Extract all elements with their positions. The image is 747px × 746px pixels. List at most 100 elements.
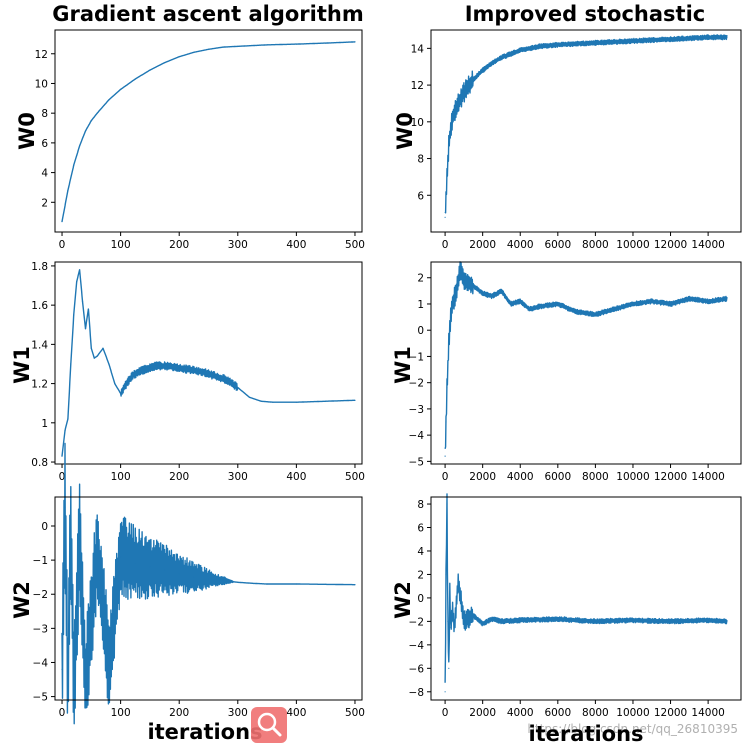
data-point	[594, 313, 597, 316]
data-point	[190, 369, 192, 371]
data-point	[354, 399, 356, 401]
x-tick-label: 14000	[691, 707, 724, 719]
data-point	[193, 576, 195, 578]
data-point	[84, 130, 87, 132]
data-point	[93, 357, 95, 359]
y-tick-label: −5	[33, 692, 48, 704]
x-tick-label: 0	[59, 707, 66, 719]
data-point	[707, 300, 709, 302]
x-tick-label: 200	[169, 471, 189, 483]
search-magnifier-icon	[257, 712, 282, 737]
panel-stochastic-w2: W20 2000 4000 6000 8000 10000 12000 14000−8−6−4…	[391, 493, 742, 719]
data-point	[96, 549, 98, 551]
x-tick-label: 200	[169, 239, 189, 251]
data-point	[295, 43, 297, 45]
data-point	[463, 279, 465, 281]
data-point	[222, 46, 224, 48]
data-point	[459, 99, 461, 101]
data-point	[134, 562, 136, 565]
data-point	[81, 300, 84, 302]
y-tick-label: −1	[409, 351, 424, 363]
y-tick-label: −3	[33, 623, 48, 635]
data-point	[594, 620, 597, 623]
plot-frame	[430, 261, 742, 465]
data-point	[96, 112, 98, 114]
data-point	[557, 44, 559, 46]
data-point	[446, 387, 448, 389]
y-tick-label: −4	[409, 640, 425, 652]
data-point	[207, 48, 210, 50]
left-x-axis-label: iterations	[147, 720, 262, 744]
data-point	[266, 44, 268, 46]
y-tick-label: 10	[411, 117, 424, 129]
data-point	[448, 342, 450, 344]
data-point	[463, 620, 465, 623]
y-tick-label: 4	[417, 546, 424, 558]
data-point	[84, 328, 87, 330]
data-point	[519, 619, 521, 621]
data-point	[452, 303, 454, 305]
x-tick-label: 12000	[654, 239, 687, 251]
data-point	[137, 371, 139, 373]
data-point	[707, 36, 709, 38]
data-point	[500, 56, 503, 59]
data-point	[108, 665, 110, 667]
left-column-title: Gradient ascent algorithm	[52, 2, 363, 26]
y-axis-label: W2	[391, 581, 415, 619]
y-tick-label: 2	[41, 197, 48, 209]
x-tick-label: 2000	[469, 239, 496, 251]
x-tick-label: 12000	[654, 471, 687, 483]
x-tick-label: 200	[169, 707, 189, 719]
data-point	[213, 375, 215, 377]
data-point	[79, 539, 81, 541]
y-tick-label: 1.6	[31, 300, 48, 312]
y-tick-label: −2	[409, 616, 424, 628]
x-tick-label: 4000	[507, 239, 534, 251]
x-tick-label: 4000	[507, 471, 534, 483]
plot-frame	[430, 29, 742, 233]
data-point	[447, 620, 449, 623]
data-point	[325, 583, 327, 585]
data-point	[134, 78, 136, 80]
data-point	[260, 400, 262, 402]
search-badge[interactable]	[251, 707, 287, 743]
data-point	[90, 347, 92, 349]
y-tick-label: 6	[417, 523, 424, 535]
panel-gradient-w2: W2 0 100 200 300 400 500 −5 −4 −3 −2 −1 0	[10, 442, 365, 725]
data-point	[472, 79, 474, 81]
data-point	[453, 626, 456, 628]
data-point	[444, 455, 446, 457]
y-tick-label: 1.2	[31, 379, 48, 391]
data-point	[688, 298, 690, 300]
data-point	[295, 583, 297, 585]
y-tick-label: 1	[41, 418, 48, 430]
data-point	[632, 40, 634, 42]
data-point	[726, 620, 728, 623]
data-point	[90, 120, 92, 122]
x-tick-label: 500	[345, 239, 365, 251]
y-tick-label: −2	[33, 589, 48, 601]
data-point	[70, 518, 72, 520]
y-axis-label: W1	[10, 346, 34, 384]
data-point	[73, 314, 75, 316]
watermark-text: https://blog.csdn.net/qq_26810395	[527, 722, 738, 736]
y-tick-label: 0.8	[31, 457, 48, 469]
y-tick-label: 1	[417, 299, 424, 311]
data-point	[450, 626, 452, 628]
y-tick-label: 8	[417, 154, 424, 166]
x-tick-label: 400	[286, 239, 306, 251]
panel-stochastic-w1: W10 2000 4000 6000 8000 10000 12000 14000−5−4−3…	[391, 261, 742, 483]
x-tick-label: 0	[442, 707, 449, 719]
data-point	[108, 99, 110, 101]
y-tick-label: 6	[41, 138, 48, 150]
data-point	[669, 620, 672, 623]
y-tick-label: 8	[41, 108, 48, 120]
x-tick-label: 500	[345, 707, 365, 719]
data-point	[222, 580, 224, 582]
data-point	[613, 308, 615, 310]
series-line-W0	[61, 41, 356, 222]
right-x-axis-label: iterations	[528, 722, 643, 746]
data-point	[114, 383, 116, 385]
data-point	[325, 400, 327, 402]
data-point	[445, 573, 447, 576]
